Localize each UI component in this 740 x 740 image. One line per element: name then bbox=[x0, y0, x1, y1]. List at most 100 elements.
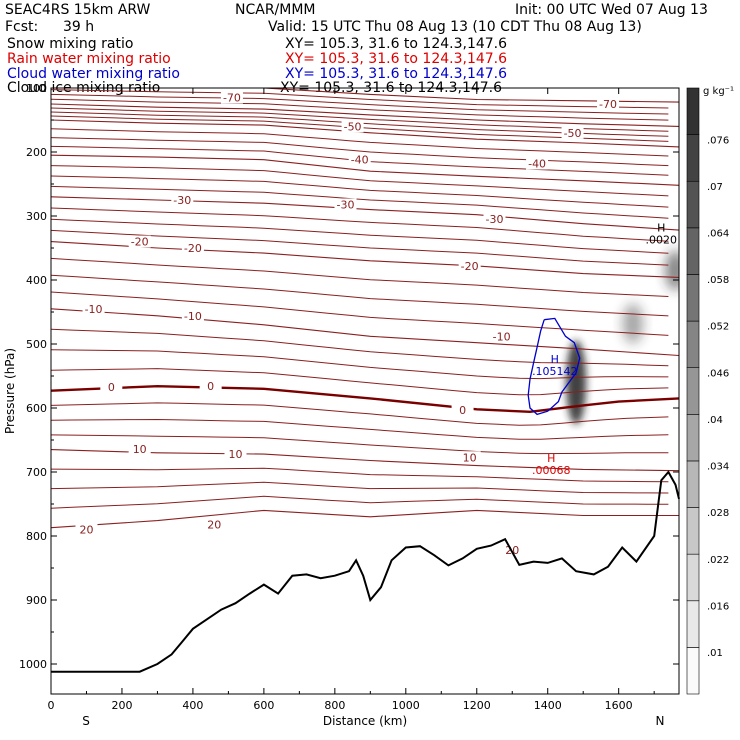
x-tick-label: 600 bbox=[253, 699, 274, 712]
contour-label: -30 bbox=[486, 213, 504, 226]
contour-label: 20 bbox=[79, 524, 93, 537]
contour-label: 20 bbox=[207, 518, 221, 531]
contour-label: -40 bbox=[351, 154, 369, 167]
legend-cloud-water-xy: XY= 105.3, 31.6 to 124.3,147.6 bbox=[285, 66, 508, 82]
contour-label: 10 bbox=[228, 448, 242, 461]
isotherm-minor bbox=[51, 207, 669, 242]
contour-label: -10 bbox=[85, 303, 103, 316]
max-value-0: .105142 bbox=[532, 365, 578, 378]
contour-label-bg bbox=[171, 194, 194, 206]
contour-label: -30 bbox=[337, 198, 355, 211]
isotherm-minor bbox=[51, 274, 669, 317]
isotherm-20 bbox=[51, 509, 679, 529]
isotherm-minor bbox=[51, 467, 669, 483]
colorbar-label: .058 bbox=[707, 275, 729, 286]
max-marker-0: H bbox=[551, 353, 559, 366]
colorbar-label: .022 bbox=[707, 555, 729, 566]
isotherm-minor bbox=[51, 93, 669, 115]
terrain-line bbox=[51, 470, 680, 673]
y-tick-label: 200 bbox=[26, 146, 47, 159]
isotherm--60 bbox=[51, 103, 679, 127]
contour-label: -40 bbox=[528, 158, 546, 171]
max-value-2: .0020 bbox=[646, 234, 678, 247]
isotherm-minor bbox=[51, 137, 669, 167]
contour-label-bg bbox=[458, 259, 481, 272]
colorbar-segment bbox=[686, 367, 700, 415]
isotherm--50 bbox=[51, 119, 679, 148]
isotherm-minor bbox=[51, 481, 669, 494]
colorbar-segment bbox=[686, 180, 700, 229]
isotherm-minor bbox=[51, 434, 669, 455]
isotherm-minor bbox=[51, 229, 669, 266]
isotherm-10 bbox=[51, 449, 679, 472]
contour-label-bg bbox=[341, 120, 364, 133]
isotherm-minor bbox=[51, 185, 669, 219]
y-tick-label: 500 bbox=[26, 338, 47, 351]
valid-time: Valid: 15 UTC Thu 08 Aug 13 (10 CDT Thu … bbox=[268, 19, 642, 35]
isotherm-minor bbox=[51, 218, 669, 254]
x-tick-label: 1000 bbox=[392, 699, 420, 712]
ice-shade-1 bbox=[622, 303, 643, 344]
colorbar-segment bbox=[686, 274, 700, 322]
isotherm-minor bbox=[51, 349, 669, 380]
colorbar-label: .064 bbox=[707, 229, 729, 240]
isotherm--70 bbox=[218, 88, 679, 103]
fcst-value: 39 h bbox=[63, 19, 95, 35]
x-tick-label: 1400 bbox=[534, 699, 562, 712]
y-tick-label: 400 bbox=[26, 274, 47, 287]
contour-label-bg bbox=[561, 126, 584, 139]
y-tick-label-top: 100 bbox=[26, 82, 47, 95]
plot-frame bbox=[50, 87, 680, 695]
contour-label-bg bbox=[75, 523, 98, 536]
model-title: SEAC4RS 15km ARW bbox=[5, 2, 151, 18]
isotherm-minor bbox=[51, 368, 669, 396]
y-tick-label: 900 bbox=[26, 594, 47, 607]
contour-label: -30 bbox=[173, 194, 191, 207]
isotherm-minor bbox=[51, 328, 669, 367]
legend-snow-xy: XY= 105.3, 31.6 to 124.3,147.6 bbox=[285, 36, 508, 52]
colorbar-label: .028 bbox=[707, 508, 729, 519]
contour-label: -20 bbox=[461, 260, 479, 273]
colorbar-segment bbox=[686, 87, 700, 135]
isotherm-minor bbox=[51, 418, 669, 440]
y-tick-label: 700 bbox=[26, 466, 47, 479]
isotherm--10 bbox=[51, 308, 679, 357]
ice-shade-2 bbox=[665, 250, 679, 291]
max-marker-1: H bbox=[547, 452, 555, 465]
colorbar-segment bbox=[686, 553, 700, 602]
isotherm-0 bbox=[51, 384, 679, 414]
isotherm-minor bbox=[51, 495, 669, 509]
contour-label: -10 bbox=[493, 330, 511, 343]
fcst-label: Fcst: bbox=[5, 19, 39, 35]
contour-label-bg bbox=[128, 442, 151, 455]
contour-label-bg bbox=[220, 91, 243, 104]
isotherm-minor bbox=[51, 89, 669, 109]
contour-label-bg bbox=[199, 380, 222, 393]
x-tick-label: 200 bbox=[111, 699, 132, 712]
colorbar-label: .07 bbox=[707, 182, 723, 193]
contour-label-bg bbox=[451, 403, 474, 416]
contour-label-bg bbox=[458, 451, 481, 464]
isotherm-minor bbox=[51, 175, 669, 208]
x-tick-label: 1200 bbox=[463, 699, 491, 712]
colorbar-label: .052 bbox=[707, 322, 729, 333]
colorbar-segment bbox=[686, 134, 700, 182]
colorbar-label: .01 bbox=[707, 648, 723, 659]
legend-snow-label: Snow mixing ratio bbox=[7, 36, 134, 52]
y-axis-title: Pressure (hPa) bbox=[3, 348, 17, 434]
colorbar-segment bbox=[686, 414, 700, 462]
contour-label: 0 bbox=[207, 380, 214, 393]
contour-label-bg bbox=[597, 98, 620, 110]
contour-label-bg bbox=[181, 309, 204, 322]
contour-label-bg bbox=[82, 302, 105, 315]
org-label: NCAR/MMM bbox=[235, 2, 316, 18]
init-time: Init: 00 UTC Wed 07 Aug 13 bbox=[515, 2, 708, 18]
contour-label: 0 bbox=[459, 404, 466, 417]
colorbar-unit: g kg⁻¹ bbox=[703, 86, 734, 97]
y-tick-label: 600 bbox=[26, 402, 47, 415]
colorbar-segment bbox=[686, 647, 700, 695]
contour-label-bg bbox=[203, 518, 226, 531]
contour-label: -20 bbox=[131, 236, 149, 249]
isotherm--40 bbox=[51, 154, 679, 186]
isotherm-minor bbox=[51, 291, 669, 336]
